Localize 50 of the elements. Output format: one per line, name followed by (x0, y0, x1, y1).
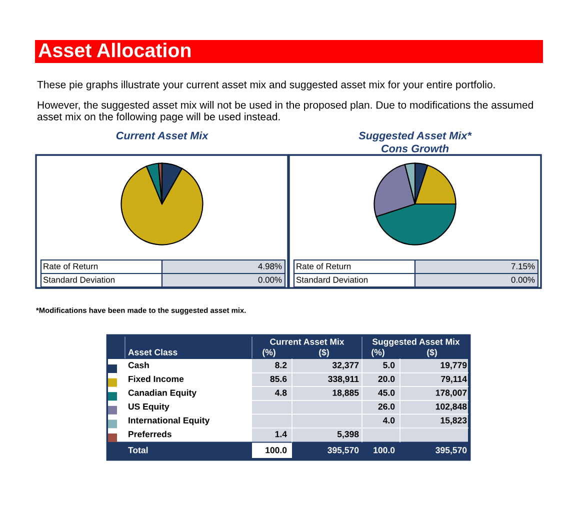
text: 18,885 (332, 390, 359, 398)
text: 0.00% (511, 276, 535, 283)
data-label: 5.0 (383, 362, 395, 368)
text: Cons Growth (382, 144, 449, 152)
text: These pie graphs illustrate your current asset mix and suggested asset mix for your entire portfolio. (37, 80, 495, 90)
legend-label: Preferreds (128, 430, 172, 438)
text: Suggested Asset Mix (372, 338, 460, 347)
data-label: 4.8 (274, 390, 287, 396)
legend-label: US Equity (128, 403, 170, 412)
text: (%) (372, 348, 384, 358)
text: Total (128, 446, 148, 454)
text: Asset Allocation (38, 42, 191, 58)
legend-label: Fixed Income (128, 376, 184, 382)
text: ($) (319, 348, 329, 358)
slice-label: Suggested Asset Mix* (358, 131, 472, 142)
data-label: 85.6 (270, 376, 287, 382)
text: 15,823 (440, 417, 467, 425)
text: Standard Deviation (43, 276, 115, 283)
text: Rate of Return (296, 263, 351, 270)
slice-label: Current Asset Mix (116, 131, 209, 140)
text: 0.00% (258, 276, 282, 283)
text: 79,114 (441, 376, 467, 384)
legend-label: International Equity (128, 417, 210, 426)
text: Standard Deviation (296, 276, 368, 283)
data-label: 45.0 (378, 390, 395, 396)
data-label: 1.4 (275, 431, 287, 438)
text: 395,570 (436, 447, 467, 455)
text: 7.15% (511, 263, 535, 270)
data-label: 20.0 (378, 376, 395, 382)
legend-label: Cash (128, 362, 149, 368)
text: 100.0 (374, 447, 395, 454)
text: 178,007 (436, 390, 467, 398)
text: 102,848 (436, 403, 467, 411)
legend-title: Asset Class (128, 348, 178, 356)
text: 32,377 (332, 362, 359, 370)
text: Rate of Return (44, 263, 98, 270)
text: 4.98% (258, 263, 282, 270)
text: 338,911 (328, 376, 359, 384)
text: 5,398 (337, 431, 359, 439)
text: Current Asset Mix (270, 338, 344, 345)
text: However, the suggested asset mix will not be used in the proposed plan. Due to modifications the assumed asset mix on the following page will be used instead. (37, 101, 533, 122)
text: ($) (427, 348, 437, 358)
legend-label: Canadian Equity (128, 389, 197, 398)
data-label: 26.0 (378, 403, 395, 410)
text: 19,779 (440, 362, 467, 370)
text: (%) (262, 348, 276, 358)
data-label: 4.0 (382, 417, 395, 424)
text: 100.0 (266, 447, 287, 454)
text: 395,570 (328, 447, 359, 455)
data-label: 8.2 (275, 362, 287, 368)
